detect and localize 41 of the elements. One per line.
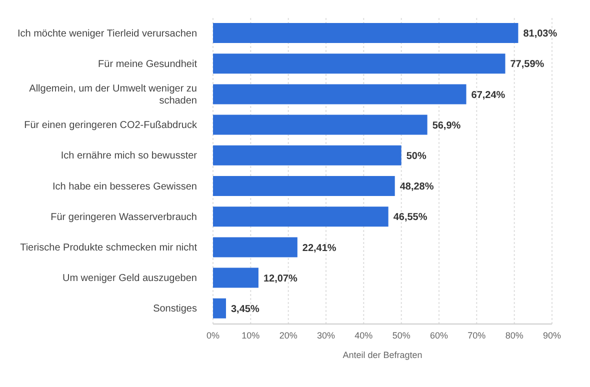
bar (213, 84, 466, 104)
data-label: 3,45% (230, 304, 260, 315)
y-tick-label: Für meine Gesundheit (98, 58, 198, 70)
x-tick-label: 20% (279, 330, 298, 340)
x-axis-title: Anteil der Befragten (342, 350, 422, 360)
bar (213, 54, 506, 74)
x-tick-label: 60% (430, 330, 448, 340)
y-tick-label: Für einen geringeren CO2-Fußabdruck (24, 120, 198, 131)
data-label: 56,9% (432, 120, 461, 132)
bar (213, 176, 395, 196)
data-label: 12,07% (263, 273, 298, 284)
x-tick-label: 0% (206, 330, 220, 340)
bar (213, 206, 388, 227)
data-label: 46,55% (393, 212, 428, 224)
y-tick-label: Tierische Produkte schmecken mir nicht (20, 242, 198, 253)
y-tick-label: Ich habe ein besseres Gewissen (52, 180, 197, 192)
x-tick-label: 30% (316, 330, 336, 340)
y-tick-label: Um weniger Geld auszugeben (62, 272, 197, 284)
y-tick-label: Für geringeren Wasserverbrauch (50, 211, 197, 222)
data-label: 77,59% (510, 59, 544, 70)
x-tick-label: 40% (354, 330, 373, 340)
data-label: 81,03% (523, 28, 558, 40)
x-tick-label: 10% (242, 330, 260, 340)
bar (213, 298, 226, 318)
x-tick-label: 80% (505, 330, 524, 340)
bar (213, 268, 258, 288)
data-label: 67,24% (471, 90, 506, 101)
y-tick-label: Sonstiges (153, 303, 197, 314)
x-tick-label: 70% (468, 330, 486, 340)
bar (213, 145, 402, 166)
x-tick-label: 90% (542, 330, 562, 340)
y-tick-label: Allgemein, um der Umwelt weniger zu schaden (29, 83, 197, 106)
data-label: 48,28% (400, 182, 434, 193)
x-tick-label: 50% (392, 330, 410, 340)
data-label: 22,41% (302, 242, 336, 254)
y-tick-label: Ich möchte weniger Tierleid verursachen (17, 28, 197, 39)
bar (213, 23, 518, 43)
y-tick-label: Ich ernähre mich so bewusster (60, 150, 198, 162)
bar (213, 114, 428, 135)
data-label: 50% (406, 150, 426, 162)
bar (213, 237, 298, 258)
